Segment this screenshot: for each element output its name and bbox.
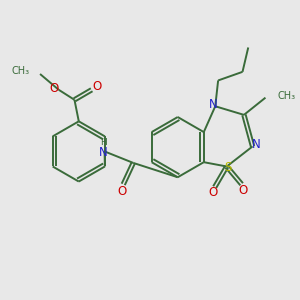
Text: CH₃: CH₃ (278, 91, 296, 101)
Text: O: O (49, 82, 58, 95)
Text: CH₃: CH₃ (11, 66, 29, 76)
Text: O: O (93, 80, 102, 93)
Text: O: O (238, 184, 248, 196)
Text: N: N (99, 146, 107, 158)
Text: N: N (252, 139, 260, 152)
Text: O: O (208, 186, 218, 200)
Text: H: H (100, 138, 106, 147)
Text: S: S (224, 161, 232, 174)
Text: O: O (117, 185, 126, 198)
Text: N: N (208, 98, 217, 111)
